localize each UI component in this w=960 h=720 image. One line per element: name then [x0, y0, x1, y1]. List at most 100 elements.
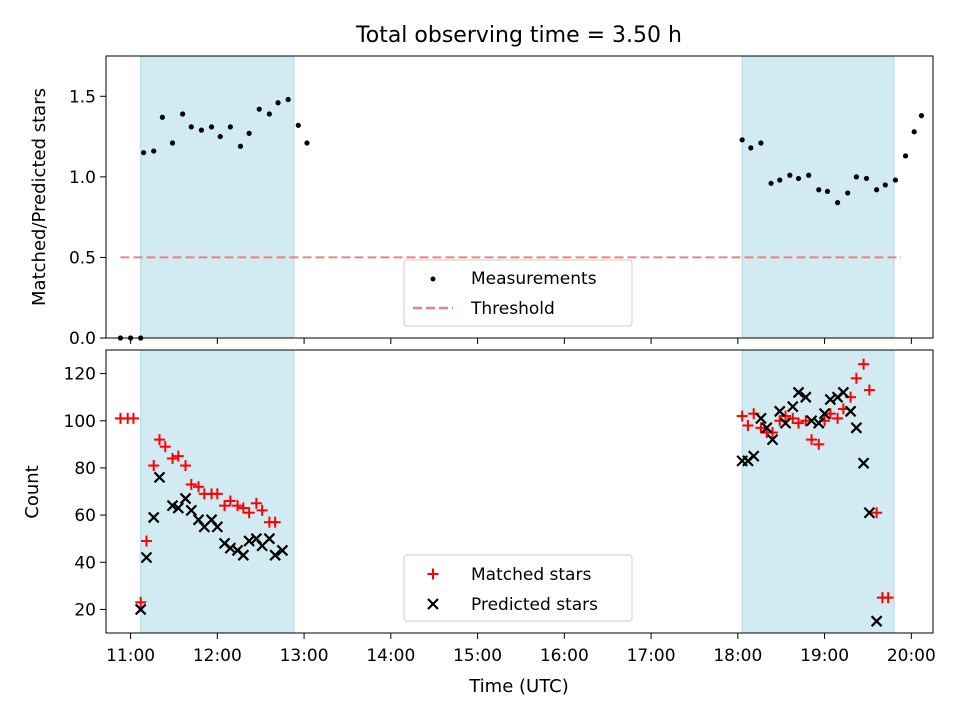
predicted-star-point — [766, 433, 779, 446]
predicted-star-point — [276, 544, 289, 557]
predicted-stars-points — [134, 386, 883, 627]
predicted-star-point — [863, 506, 876, 519]
measurement-point — [918, 113, 925, 119]
x-tick-label: 19:00 — [800, 646, 849, 666]
predicted-star-point — [243, 535, 255, 547]
measurement-point — [237, 143, 244, 149]
matched-star-point — [736, 410, 748, 422]
y-tick-label: 80 — [74, 459, 96, 479]
legend-x-marker — [427, 598, 439, 610]
measurement-point — [806, 172, 812, 178]
x-axis-label: Time (UTC) — [468, 676, 569, 697]
matched-star-point — [863, 384, 875, 396]
bottom-axes-frame — [105, 349, 934, 634]
measurement-point — [246, 130, 252, 136]
legend-predicted-label: Predicted stars — [471, 595, 598, 615]
marker-stroke — [185, 504, 198, 517]
marker-stroke — [166, 499, 179, 512]
top-legend: Measurements Threshold — [403, 259, 633, 327]
top-axes-frame — [105, 55, 934, 339]
measurement-point — [758, 140, 764, 146]
chart-title: Total observing time = 3.50 h — [355, 23, 682, 48]
marker-stroke — [218, 537, 231, 550]
bottom-y-axis-label: Count — [22, 465, 43, 518]
measurement-point — [892, 177, 899, 183]
x-tick-label: 17:00 — [627, 646, 676, 666]
marker-stroke — [818, 407, 831, 420]
predicted-star-point — [179, 492, 192, 505]
matched-star-point — [159, 441, 171, 453]
measurement-point — [169, 140, 176, 146]
matched-star-point — [806, 434, 818, 446]
measurement-point — [180, 111, 186, 117]
predicted-star-point — [779, 417, 792, 429]
matched-star-point — [824, 408, 836, 420]
marker-stroke — [870, 615, 883, 627]
x-tick-label: 20:00 — [887, 646, 936, 666]
marker-stroke — [192, 514, 205, 526]
marker-stroke — [779, 417, 792, 429]
marker-stroke — [153, 471, 166, 484]
measurement-point — [208, 124, 215, 130]
marker-stroke — [140, 551, 153, 564]
bottom-shaded-intervals — [140, 349, 895, 634]
predicted-star-point — [837, 386, 850, 399]
x-tick-label: 13:00 — [280, 646, 329, 666]
predicted-star-point — [755, 412, 767, 425]
predicted-star-point — [237, 549, 250, 561]
marker-stroke — [844, 405, 857, 418]
matched-star-point — [219, 500, 231, 512]
predicted-star-point — [813, 417, 825, 429]
marker-stroke — [786, 400, 799, 413]
y-tick-label: 40 — [74, 553, 96, 573]
matched-star-point — [232, 500, 244, 512]
marker-stroke — [792, 386, 805, 399]
matched-star-point — [237, 502, 249, 514]
marker-stroke — [237, 549, 250, 561]
matched-star-point — [793, 417, 805, 429]
measurement-point — [816, 187, 822, 193]
matched-star-point — [211, 488, 223, 500]
shaded-interval — [741, 349, 895, 634]
predicted-star-point — [211, 521, 224, 533]
predicted-star-point — [263, 532, 276, 545]
predicted-star-point — [153, 471, 166, 484]
measurement-point — [295, 122, 301, 128]
shaded-interval — [140, 55, 295, 339]
marker-stroke — [224, 542, 237, 554]
matched-star-point — [243, 507, 255, 519]
marker-stroke — [766, 433, 779, 446]
predicted-star-point — [773, 405, 786, 418]
marker-stroke — [760, 422, 773, 434]
top-legend-box — [403, 259, 633, 327]
measurement-point — [151, 148, 157, 154]
legend-measurements-label: Measurements — [471, 269, 597, 289]
predicted-star-point — [747, 450, 760, 462]
marker-stroke — [134, 603, 147, 616]
measurement-point — [198, 127, 205, 133]
measurement-point — [217, 133, 223, 140]
matched-star-point — [250, 497, 262, 509]
measurement-point — [787, 172, 793, 178]
matched-star-point — [193, 481, 205, 493]
measurement-point — [275, 100, 281, 106]
measurement-point — [834, 200, 841, 206]
matched-star-point — [832, 412, 844, 424]
y-tick-label: 120 — [64, 365, 96, 385]
matched-star-point — [153, 434, 165, 446]
marker-stroke — [773, 405, 786, 418]
matched-star-point — [256, 504, 268, 516]
matched-star-point — [813, 438, 825, 450]
y-tick-label: 1.5 — [69, 87, 96, 107]
bottom-y-ticks: 20 40 60 80 100 120 — [64, 365, 106, 620]
matched-star-point — [180, 460, 192, 472]
matched-star-point — [140, 535, 152, 547]
x-tick-label: 16:00 — [540, 646, 589, 666]
top-x-ticks — [130, 338, 912, 344]
predicted-star-point — [172, 502, 185, 514]
y-tick-label: 0.0 — [69, 329, 96, 349]
measurement-point — [285, 96, 291, 103]
measurement-point — [863, 175, 870, 182]
matched-star-point — [172, 450, 184, 462]
